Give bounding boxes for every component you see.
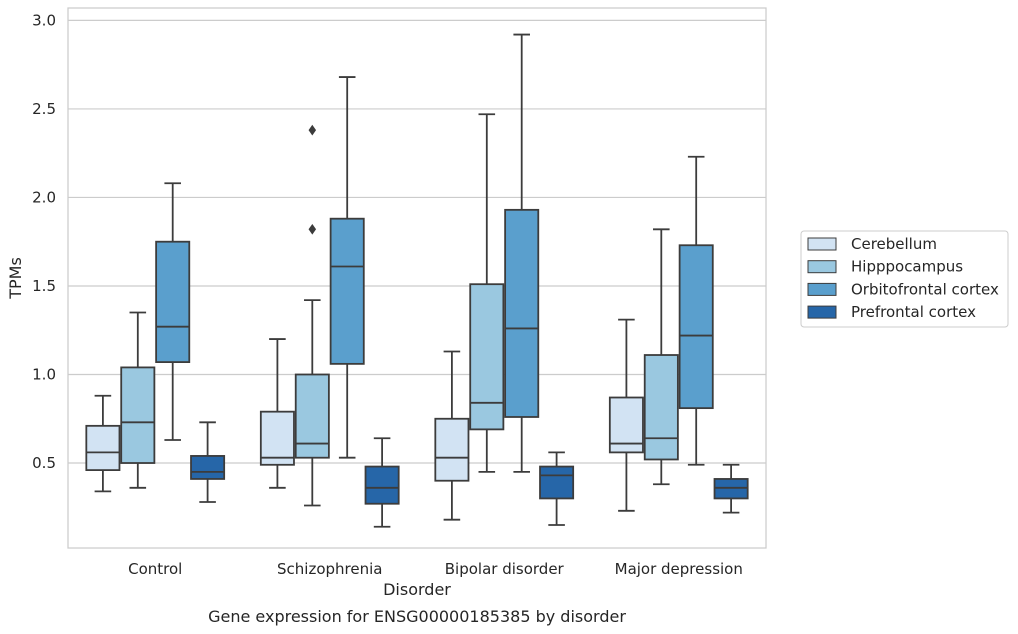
box-prefrontal-cortex: [190, 421, 226, 503]
x-tick-label: Major depression: [615, 560, 743, 578]
x-tick-label: Control: [128, 560, 182, 578]
legend-label: Cerebellum: [851, 235, 937, 253]
legend: Cerebellum Hipppocampus Orbitofrontal cort…: [800, 230, 1009, 328]
box-iqr: [120, 366, 156, 464]
box-iqr: [259, 410, 295, 466]
box-cerebellum: [85, 394, 121, 493]
y-tick-label: 1.0: [32, 365, 56, 383]
outlier-point: [308, 124, 317, 136]
y-tick-label: 2.5: [32, 100, 56, 118]
box-iqr: [678, 244, 714, 410]
chart-caption: Gene expression for ENSG00000185385 by d…: [208, 607, 626, 626]
box-iqr: [469, 283, 505, 431]
box-iqr: [539, 465, 575, 500]
box-cerebellum: [434, 350, 470, 521]
box-cerebellum: [259, 338, 295, 489]
box-iqr: [434, 417, 470, 482]
box-hipppocampus: [294, 124, 330, 507]
y-tick-label: 2.0: [32, 188, 56, 206]
plot-frame: [67, 7, 767, 549]
box-orbitofrontal-cortex: [329, 76, 365, 459]
legend-label: Orbitofrontal cortex: [851, 280, 999, 298]
box-orbitofrontal-cortex: [504, 33, 540, 473]
y-tick-label: 0.5: [32, 454, 56, 472]
box-iqr: [85, 424, 121, 471]
legend-swatch: [807, 260, 837, 274]
box-iqr: [504, 208, 540, 418]
y-tick-label: 1.5: [32, 277, 56, 295]
box-iqr: [294, 373, 330, 459]
box-iqr: [155, 240, 191, 363]
legend-label: Prefrontal cortex: [851, 303, 976, 321]
legend-swatch: [807, 237, 837, 251]
box-hipppocampus: [469, 113, 505, 473]
legend-swatch: [807, 282, 837, 296]
legend-label: Hipppocampus: [851, 258, 963, 276]
box-hipppocampus: [643, 228, 679, 486]
box-orbitofrontal-cortex: [678, 155, 714, 466]
box-prefrontal-cortex: [539, 451, 575, 526]
y-axis-label: TPMs: [6, 257, 25, 300]
box-prefrontal-cortex: [364, 437, 400, 528]
box-orbitofrontal-cortex: [155, 182, 191, 441]
box-prefrontal-cortex: [713, 463, 749, 514]
x-tick-label: Bipolar disorder: [445, 560, 565, 578]
box-cerebellum: [608, 318, 644, 512]
outlier-point: [308, 223, 317, 235]
box-iqr: [643, 354, 679, 461]
x-tick-label: Schizophrenia: [277, 560, 382, 578]
box-iqr: [364, 465, 400, 505]
box-hipppocampus: [120, 311, 156, 489]
box-iqr: [329, 217, 365, 365]
legend-swatch: [807, 305, 837, 319]
y-tick-label: 3.0: [32, 11, 56, 29]
x-axis-label: Disorder: [383, 580, 451, 599]
box-iqr: [190, 455, 226, 480]
legend-frame: [800, 230, 1009, 328]
